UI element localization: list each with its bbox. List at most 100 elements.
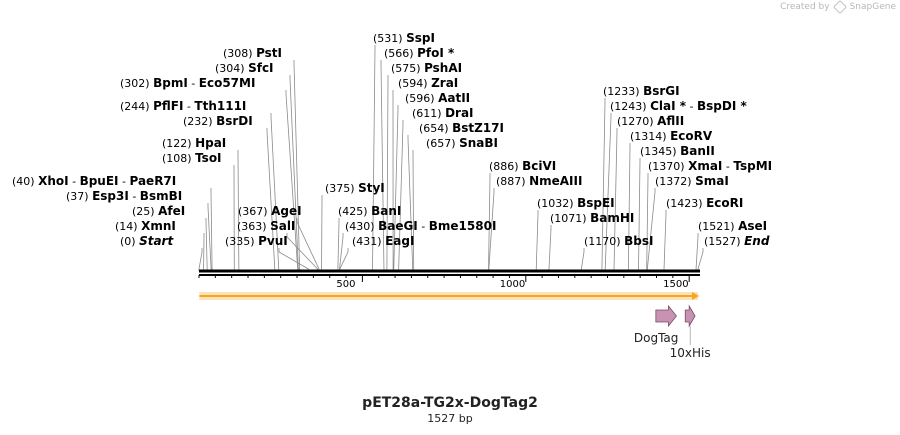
enzyme-name: AgeI: [271, 204, 301, 218]
enzyme-name: AatII: [438, 91, 470, 105]
site-label[interactable]: (566) PfoI *: [384, 46, 455, 60]
site-position: (531): [373, 32, 406, 45]
site-label[interactable]: (1032) BspEI: [537, 196, 615, 210]
enzyme-name: StyI: [358, 181, 385, 195]
site-label[interactable]: (1243) ClaI * - BspDI *: [610, 99, 747, 113]
site-label[interactable]: (302) BpmI - Eco57MI: [120, 76, 255, 90]
site-label[interactable]: (244) PflFI - Tth111I: [120, 99, 246, 113]
enzyme-name: BciVI: [522, 159, 556, 173]
site-label[interactable]: (1071) BamHI: [550, 211, 634, 225]
site-label[interactable]: (375) StyI: [325, 181, 385, 195]
site-label[interactable]: (367) AgeI: [238, 204, 302, 218]
site-position: (108): [162, 152, 195, 165]
site-label[interactable]: (14) XmnI: [115, 219, 176, 233]
site-label[interactable]: (575) PshAI: [391, 61, 462, 75]
site-label[interactable]: (1527) End: [704, 234, 770, 248]
site-label[interactable]: (657) SnaBI: [426, 136, 498, 150]
enzyme-name: BspDI *: [697, 99, 747, 113]
enzyme-name: ClaI *: [650, 99, 687, 113]
enzyme-name: ZraI: [431, 76, 458, 90]
site-position: (122): [162, 137, 195, 150]
site-separator: -: [119, 175, 130, 188]
feature-label: DogTag: [634, 331, 679, 345]
site-separator: -: [188, 77, 199, 90]
enzyme-name: XhoI: [38, 174, 69, 188]
site-label[interactable]: (594) ZraI: [398, 76, 458, 90]
enzyme-name: BsrDI: [216, 114, 253, 128]
site-labels: (0) Start(14) XmnI(25) AfeI(37) Esp3I - …: [12, 31, 772, 248]
enzyme-name: XmnI: [141, 219, 176, 233]
site-position: (367): [238, 205, 271, 218]
snapgene-credit: Created by SnapGene: [780, 0, 896, 15]
site-position: (887): [496, 175, 529, 188]
site-label[interactable]: (25) AfeI: [132, 204, 185, 218]
site-label[interactable]: (232) BsrDI: [183, 114, 253, 128]
site-position: (1527): [704, 235, 744, 248]
site-position: (430): [345, 220, 378, 233]
leader-line: [207, 203, 212, 271]
leader-line: [198, 248, 203, 271]
site-position: (1270): [617, 115, 657, 128]
site-label[interactable]: (363) SalI: [237, 219, 295, 233]
site-position: (657): [426, 137, 459, 150]
site-label[interactable]: (1423) EcoRI: [666, 196, 743, 210]
leader-line: [210, 188, 213, 271]
site-label[interactable]: (430) BaeGI - Bme1580I: [345, 219, 496, 233]
site-position: (1370): [648, 160, 688, 173]
site-label[interactable]: (308) PstI: [223, 46, 282, 60]
site-position: (611): [412, 107, 445, 120]
site-label[interactable]: (108) TsoI: [162, 151, 222, 165]
site-position: (244): [120, 100, 153, 113]
site-label[interactable]: (1345) BanII: [640, 144, 715, 158]
ruler-tick-label: 500: [336, 279, 355, 290]
site-label[interactable]: (431) EagI: [352, 234, 414, 248]
site-label[interactable]: (1521) AseI: [698, 219, 767, 233]
enzyme-name: EcoRI: [706, 196, 743, 210]
site-label[interactable]: (611) DraI: [412, 106, 474, 120]
enzyme-name: Eco57MI: [199, 76, 256, 90]
site-label[interactable]: (1372) SmaI: [655, 174, 729, 188]
enzyme-name: EcoRV: [670, 129, 713, 143]
enzyme-name: Start: [139, 234, 174, 248]
enzyme-name: BamHI: [590, 211, 634, 225]
site-label[interactable]: (335) PvuI: [225, 234, 288, 248]
site-label[interactable]: (1270) AflII: [617, 114, 684, 128]
site-label[interactable]: (40) XhoI - BpuEI - PaeR7I: [12, 174, 176, 188]
leader-line: [646, 188, 656, 271]
site-position: (431): [352, 235, 385, 248]
enzyme-name: BbsI: [624, 234, 653, 248]
site-label[interactable]: (1233) BsrGI: [603, 84, 680, 98]
leader-line: [663, 210, 667, 271]
site-position: (566): [384, 47, 417, 60]
site-label[interactable]: (304) SfcI: [215, 61, 274, 75]
feature-arrow[interactable]: [655, 304, 677, 328]
enzyme-name: BstZ17I: [452, 121, 504, 135]
site-label[interactable]: (1370) XmaI - TspMI: [648, 159, 772, 173]
site-label[interactable]: (0) Start: [120, 234, 174, 248]
site-label[interactable]: (425) BanI: [338, 204, 401, 218]
leader-line: [278, 248, 309, 271]
site-separator: -: [69, 175, 80, 188]
leader-line: [266, 128, 276, 271]
leader-line: [580, 248, 585, 271]
site-label[interactable]: (37) Esp3I - BsmBI: [66, 189, 182, 203]
site-label[interactable]: (654) BstZ17I: [419, 121, 504, 135]
leader-line: [535, 210, 539, 271]
site-label[interactable]: (122) HpaI: [162, 136, 226, 150]
ruler-tick-label: 1500: [663, 279, 688, 290]
site-label[interactable]: (596) AatII: [405, 91, 470, 105]
site-position: (308): [223, 47, 256, 60]
enzyme-name: XmaI: [688, 159, 722, 173]
sequence-title: pET28a-TG2x-DogTag2: [362, 395, 538, 411]
site-label[interactable]: (887) NmeAIII: [496, 174, 582, 188]
site-position: (1243): [610, 100, 650, 113]
enzyme-name: TsoI: [195, 151, 221, 165]
site-label[interactable]: (531) SspI: [373, 31, 435, 45]
site-position: (1345): [640, 145, 680, 158]
enzyme-name: BanII: [680, 144, 715, 158]
enzyme-name: Esp3I: [92, 189, 129, 203]
feature-arrow[interactable]: [684, 304, 696, 328]
site-label[interactable]: (886) BciVI: [489, 159, 556, 173]
site-label[interactable]: (1314) EcoRV: [630, 129, 713, 143]
site-label[interactable]: (1170) BbsI: [584, 234, 653, 248]
